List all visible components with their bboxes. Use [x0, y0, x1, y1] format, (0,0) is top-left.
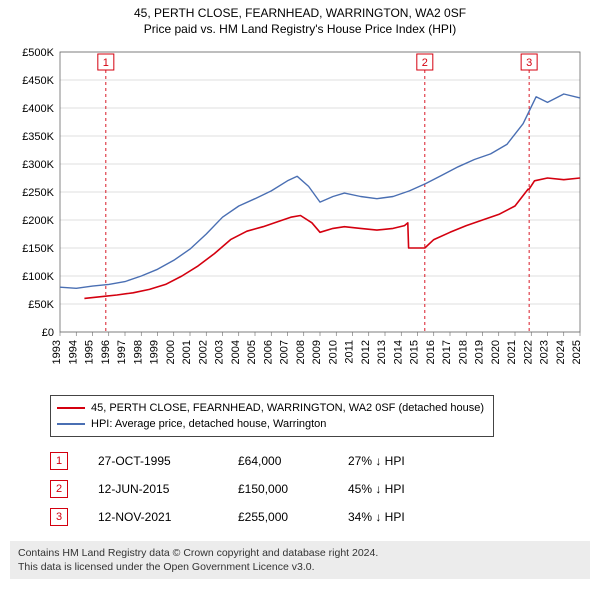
svg-text:2024: 2024 — [555, 340, 567, 364]
svg-text:2002: 2002 — [197, 340, 209, 364]
legend-swatch — [57, 407, 85, 409]
svg-text:£450K: £450K — [22, 75, 54, 87]
footer: Contains HM Land Registry data © Crown c… — [10, 541, 590, 579]
chart-titles: 45, PERTH CLOSE, FEARNHEAD, WARRINGTON, … — [0, 0, 600, 36]
legend-label: 45, PERTH CLOSE, FEARNHEAD, WARRINGTON, … — [91, 402, 484, 414]
footer-line: This data is licensed under the Open Gov… — [18, 560, 582, 574]
svg-text:3: 3 — [526, 57, 532, 69]
marker-row: 2 12-JUN-2015 £150,000 45% ↓ HPI — [50, 475, 590, 503]
marker-diff: 27% ↓ HPI — [348, 454, 468, 468]
svg-text:2014: 2014 — [392, 340, 404, 364]
svg-text:1997: 1997 — [116, 340, 128, 364]
svg-text:£250K: £250K — [22, 187, 54, 199]
marker-date: 12-NOV-2021 — [98, 510, 238, 524]
svg-text:2015: 2015 — [409, 340, 421, 364]
svg-text:2012: 2012 — [360, 340, 372, 364]
svg-text:2016: 2016 — [425, 340, 437, 364]
svg-text:2: 2 — [422, 57, 428, 69]
svg-text:2004: 2004 — [230, 340, 242, 364]
svg-text:2021: 2021 — [506, 340, 518, 364]
svg-text:1993: 1993 — [51, 340, 63, 364]
chart: £0 £50K £100K £150K £200K £250K £300K £350K £400… — [10, 42, 590, 387]
svg-text:2003: 2003 — [214, 340, 226, 364]
marker-row: 1 27-OCT-1995 £64,000 27% ↓ HPI — [50, 447, 590, 475]
chart-svg: £0 £50K £100K £150K £200K £250K £300K £350K £400… — [10, 42, 590, 382]
marker-number: 3 — [56, 511, 62, 523]
svg-text:2019: 2019 — [474, 340, 486, 364]
svg-text:2010: 2010 — [327, 340, 339, 364]
legend: 45, PERTH CLOSE, FEARNHEAD, WARRINGTON, … — [50, 395, 494, 437]
marker-badge: 1 — [50, 452, 68, 470]
svg-text:£400K: £400K — [22, 103, 54, 115]
svg-text:2000: 2000 — [165, 340, 177, 364]
title-sub: Price paid vs. HM Land Registry's House … — [0, 22, 600, 36]
svg-text:2005: 2005 — [246, 340, 258, 364]
svg-text:2008: 2008 — [295, 340, 307, 364]
marker-badge: 3 — [50, 508, 68, 526]
svg-text:£50K: £50K — [28, 299, 54, 311]
svg-text:£350K: £350K — [22, 131, 54, 143]
svg-text:£100K: £100K — [22, 271, 54, 283]
svg-text:£150K: £150K — [22, 243, 54, 255]
svg-text:£300K: £300K — [22, 159, 54, 171]
svg-text:2011: 2011 — [344, 340, 356, 364]
svg-text:1996: 1996 — [100, 340, 112, 364]
svg-text:2020: 2020 — [490, 340, 502, 364]
legend-swatch — [57, 423, 85, 425]
marker-diff: 45% ↓ HPI — [348, 482, 468, 496]
svg-text:1994: 1994 — [67, 340, 79, 364]
legend-label: HPI: Average price, detached house, Warr… — [91, 418, 326, 430]
svg-text:2009: 2009 — [311, 340, 323, 364]
svg-text:2023: 2023 — [539, 340, 551, 364]
markers-table: 1 27-OCT-1995 £64,000 27% ↓ HPI 2 12-JUN… — [50, 447, 590, 531]
svg-text:2006: 2006 — [262, 340, 274, 364]
svg-text:2013: 2013 — [376, 340, 388, 364]
svg-text:2001: 2001 — [181, 340, 193, 364]
svg-text:1995: 1995 — [84, 340, 96, 364]
legend-item: 45, PERTH CLOSE, FEARNHEAD, WARRINGTON, … — [57, 400, 487, 416]
page: 45, PERTH CLOSE, FEARNHEAD, WARRINGTON, … — [0, 0, 600, 579]
marker-number: 1 — [56, 455, 62, 467]
svg-text:1999: 1999 — [149, 340, 161, 364]
marker-date: 27-OCT-1995 — [98, 454, 238, 468]
title-main: 45, PERTH CLOSE, FEARNHEAD, WARRINGTON, … — [0, 6, 600, 20]
svg-text:£500K: £500K — [22, 47, 54, 59]
marker-date: 12-JUN-2015 — [98, 482, 238, 496]
footer-line: Contains HM Land Registry data © Crown c… — [18, 546, 582, 560]
marker-price: £150,000 — [238, 482, 348, 496]
svg-text:2007: 2007 — [279, 340, 291, 364]
legend-item: HPI: Average price, detached house, Warr… — [57, 416, 487, 432]
svg-text:£200K: £200K — [22, 215, 54, 227]
marker-price: £255,000 — [238, 510, 348, 524]
svg-text:1998: 1998 — [132, 340, 144, 364]
svg-text:1: 1 — [103, 57, 109, 69]
marker-badge: 2 — [50, 480, 68, 498]
svg-text:2017: 2017 — [441, 340, 453, 364]
marker-number: 2 — [56, 483, 62, 495]
marker-row: 3 12-NOV-2021 £255,000 34% ↓ HPI — [50, 503, 590, 531]
marker-diff: 34% ↓ HPI — [348, 510, 468, 524]
svg-text:£0: £0 — [42, 327, 54, 339]
svg-text:2025: 2025 — [571, 340, 583, 364]
svg-text:2018: 2018 — [457, 340, 469, 364]
svg-text:2022: 2022 — [522, 340, 534, 364]
marker-price: £64,000 — [238, 454, 348, 468]
